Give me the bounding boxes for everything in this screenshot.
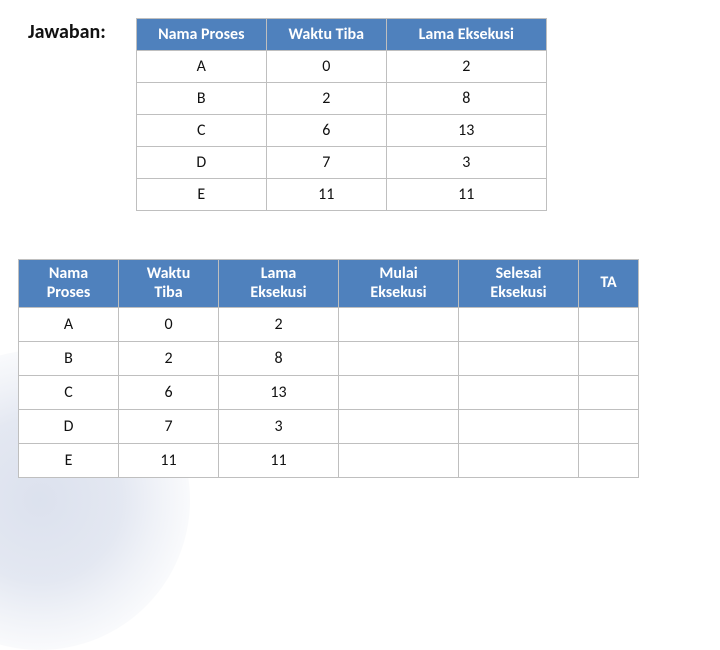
cell: E	[19, 444, 119, 478]
col-header: TA	[579, 260, 639, 308]
cell	[339, 308, 459, 342]
cell	[579, 444, 639, 478]
cell: 3	[219, 410, 339, 444]
cell: C	[19, 376, 119, 410]
cell	[459, 444, 579, 478]
table-row: D 7 3	[19, 410, 639, 444]
header-line: Eksekusi	[490, 283, 546, 302]
slide-page: Jawaban: Nama Proses Waktu Tiba Lama Eks…	[0, 0, 720, 478]
cell: 2	[219, 308, 339, 342]
col-header: Mulai Eksekusi	[339, 260, 459, 308]
cell	[579, 308, 639, 342]
cell: 7	[266, 147, 386, 179]
cell: 6	[266, 115, 386, 147]
cell: D	[19, 410, 119, 444]
table-header-row: Nama Proses Waktu Tiba Lama Eksekusi Mul…	[19, 260, 639, 308]
table-row: E 11 11	[136, 179, 546, 211]
cell	[339, 376, 459, 410]
cell: 0	[266, 51, 386, 83]
cell	[459, 410, 579, 444]
top-row: Jawaban: Nama Proses Waktu Tiba Lama Eks…	[28, 18, 692, 211]
process-table-large-container: Nama Proses Waktu Tiba Lama Eksekusi Mul…	[18, 259, 692, 478]
col-header: Lama Eksekusi	[219, 260, 339, 308]
cell: 11	[266, 179, 386, 211]
table-row: E 11 11	[19, 444, 639, 478]
table-row: C 6 13	[19, 376, 639, 410]
cell	[459, 308, 579, 342]
table-row: D 7 3	[136, 147, 546, 179]
cell: C	[136, 115, 266, 147]
col-header: Waktu Tiba	[119, 260, 219, 308]
cell	[579, 410, 639, 444]
cell	[339, 444, 459, 478]
cell	[339, 410, 459, 444]
cell: 3	[386, 147, 546, 179]
col-header: Nama Proses	[19, 260, 119, 308]
header-line: Proses	[47, 283, 90, 302]
header-line: Tiba	[154, 283, 182, 302]
process-table-large: Nama Proses Waktu Tiba Lama Eksekusi Mul…	[18, 259, 639, 478]
cell: 13	[219, 376, 339, 410]
cell: A	[19, 308, 119, 342]
header-line: Eksekusi	[250, 283, 306, 302]
header-line: Nama	[49, 264, 88, 283]
table-row: A 0 2	[19, 308, 639, 342]
col-header: Waktu Tiba	[266, 19, 386, 51]
cell: 2	[386, 51, 546, 83]
cell: 8	[386, 83, 546, 115]
cell: B	[19, 342, 119, 376]
table-row: B 2 8	[19, 342, 639, 376]
cell: B	[136, 83, 266, 115]
table-row: C 6 13	[136, 115, 546, 147]
cell	[459, 376, 579, 410]
cell: 11	[386, 179, 546, 211]
header-line: Mulai	[379, 264, 417, 283]
cell: 11	[219, 444, 339, 478]
cell: 2	[119, 342, 219, 376]
cell: D	[136, 147, 266, 179]
col-header: Selesai Eksekusi	[459, 260, 579, 308]
header-line: TA	[600, 273, 616, 292]
cell: 2	[266, 83, 386, 115]
cell: E	[136, 179, 266, 211]
cell: 6	[119, 376, 219, 410]
cell: 0	[119, 308, 219, 342]
header-line: Eksekusi	[370, 283, 426, 302]
header-line: Selesai	[496, 264, 542, 283]
table-header-row: Nama Proses Waktu Tiba Lama Eksekusi	[136, 19, 546, 51]
cell	[579, 342, 639, 376]
col-header: Nama Proses	[136, 19, 266, 51]
cell	[339, 342, 459, 376]
header-line: Lama	[261, 264, 297, 283]
cell: 11	[119, 444, 219, 478]
cell	[579, 376, 639, 410]
page-title: Jawaban:	[28, 18, 128, 44]
table-row: B 2 8	[136, 83, 546, 115]
col-header: Lama Eksekusi	[386, 19, 546, 51]
cell: 8	[219, 342, 339, 376]
cell: 7	[119, 410, 219, 444]
cell: A	[136, 51, 266, 83]
header-line: Waktu	[147, 264, 191, 283]
cell: 13	[386, 115, 546, 147]
table-row: A 0 2	[136, 51, 546, 83]
process-table-small: Nama Proses Waktu Tiba Lama Eksekusi A 0…	[136, 18, 547, 211]
cell	[459, 342, 579, 376]
